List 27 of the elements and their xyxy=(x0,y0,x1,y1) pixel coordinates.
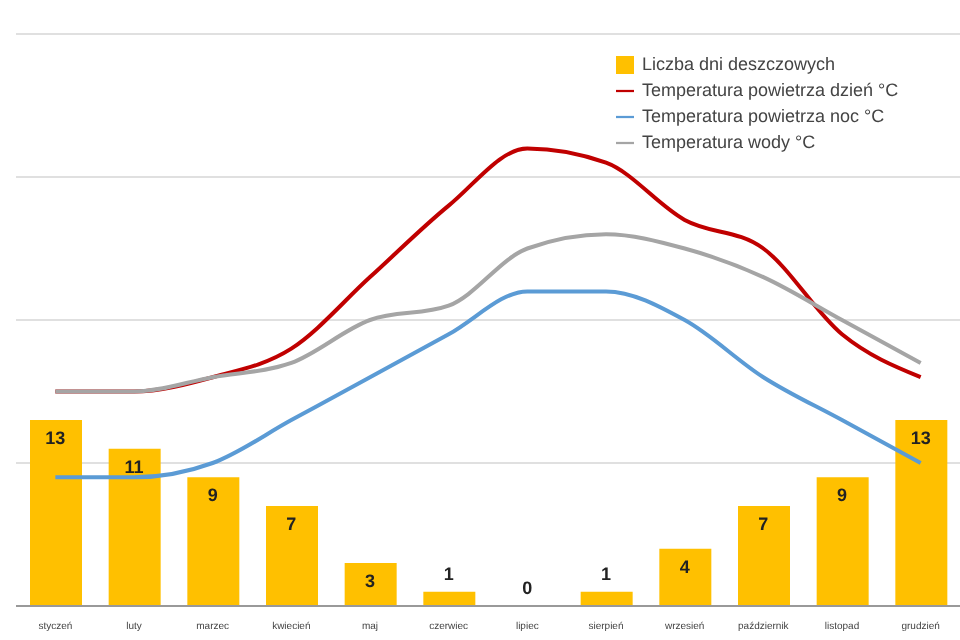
bar xyxy=(266,505,318,606)
data-label: 3 xyxy=(364,571,376,592)
legend-label: Temperatura powietrza noc °C xyxy=(642,106,885,126)
bar xyxy=(30,420,82,606)
bar xyxy=(423,591,476,606)
bar xyxy=(108,448,161,606)
data-label: 7 xyxy=(286,513,297,534)
data-label: 9 xyxy=(207,485,218,506)
data-label: 9 xyxy=(836,485,848,506)
legend-label: Temperatura powietrza dzień °C xyxy=(642,80,899,100)
legend-label: Temperatura wody °C xyxy=(642,132,816,152)
legend-label: Liczba dni deszczowych xyxy=(642,54,836,74)
data-label: 11 xyxy=(124,456,144,477)
data-label: 13 xyxy=(45,428,66,449)
bar xyxy=(580,591,633,606)
bar xyxy=(187,477,240,606)
data-label: 1 xyxy=(443,563,454,584)
bar xyxy=(659,548,712,606)
bar xyxy=(738,505,790,606)
bar xyxy=(816,477,869,606)
bar xyxy=(344,563,397,606)
data-label: 0 xyxy=(522,578,533,598)
data-label: 7 xyxy=(758,513,769,534)
bar xyxy=(895,420,948,606)
data-label: 13 xyxy=(910,428,931,449)
data-label: 4 xyxy=(679,556,690,577)
data-label: 1 xyxy=(600,563,612,584)
